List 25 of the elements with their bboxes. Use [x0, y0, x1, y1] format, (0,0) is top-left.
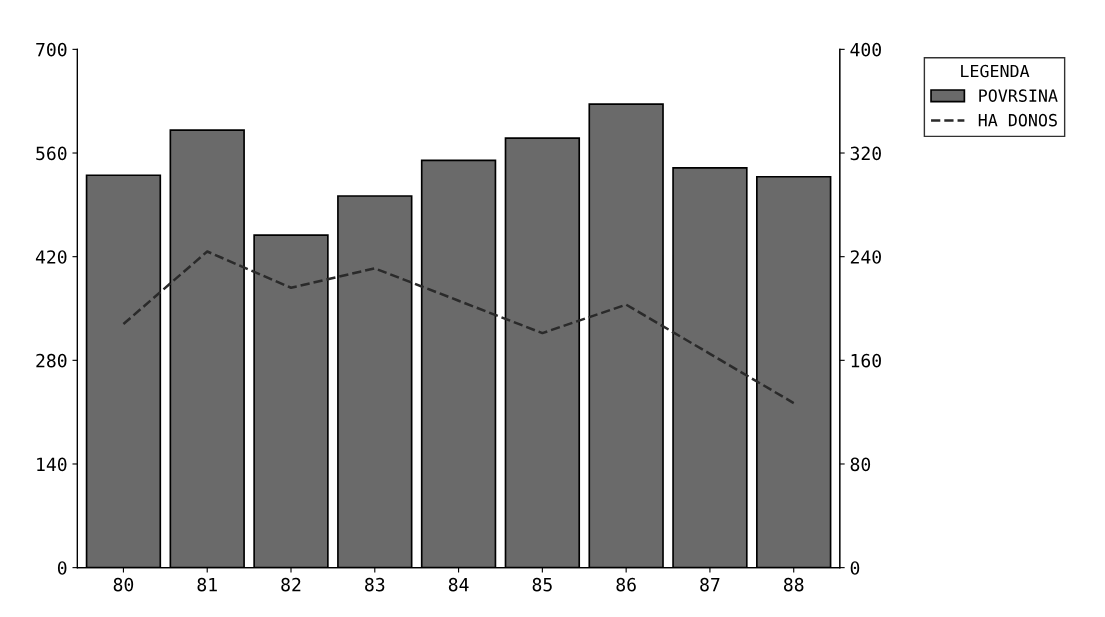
y2-tick-label: 400 [850, 42, 881, 57]
y2-tick-label: 160 [851, 353, 881, 368]
y-tick-label: 560 [36, 146, 67, 161]
legend-title: LEGENDA [961, 64, 1030, 78]
y2-tick-label: 320 [850, 146, 881, 161]
legend-label: HA DONOS [978, 113, 1057, 127]
x-tick-label: 80 [113, 577, 134, 592]
y-tick-label: 420 [35, 250, 67, 264]
y2-tick-label: 240 [850, 250, 881, 264]
line-series [122, 250, 795, 405]
y2-tick-label: 0 [850, 561, 860, 575]
x-tick-label: 83 [365, 577, 385, 592]
x-tick-label: 85 [532, 577, 552, 592]
legend-label: POVRSINA [979, 89, 1058, 102]
x-tick-label: 88 [784, 577, 804, 592]
x-tick-label: 84 [448, 577, 469, 592]
y2-tick-label: 80 [850, 457, 871, 472]
x-tick-label: 81 [197, 577, 217, 592]
x-tick-label: 86 [616, 577, 636, 592]
x-tick-label: 87 [700, 577, 720, 592]
y-tick-label: 700 [36, 42, 67, 57]
y-tick-label: 0 [57, 561, 67, 575]
x-tick-label: 82 [281, 577, 301, 592]
y-tick-label: 280 [36, 353, 67, 368]
y-tick-label: 140 [37, 457, 67, 472]
